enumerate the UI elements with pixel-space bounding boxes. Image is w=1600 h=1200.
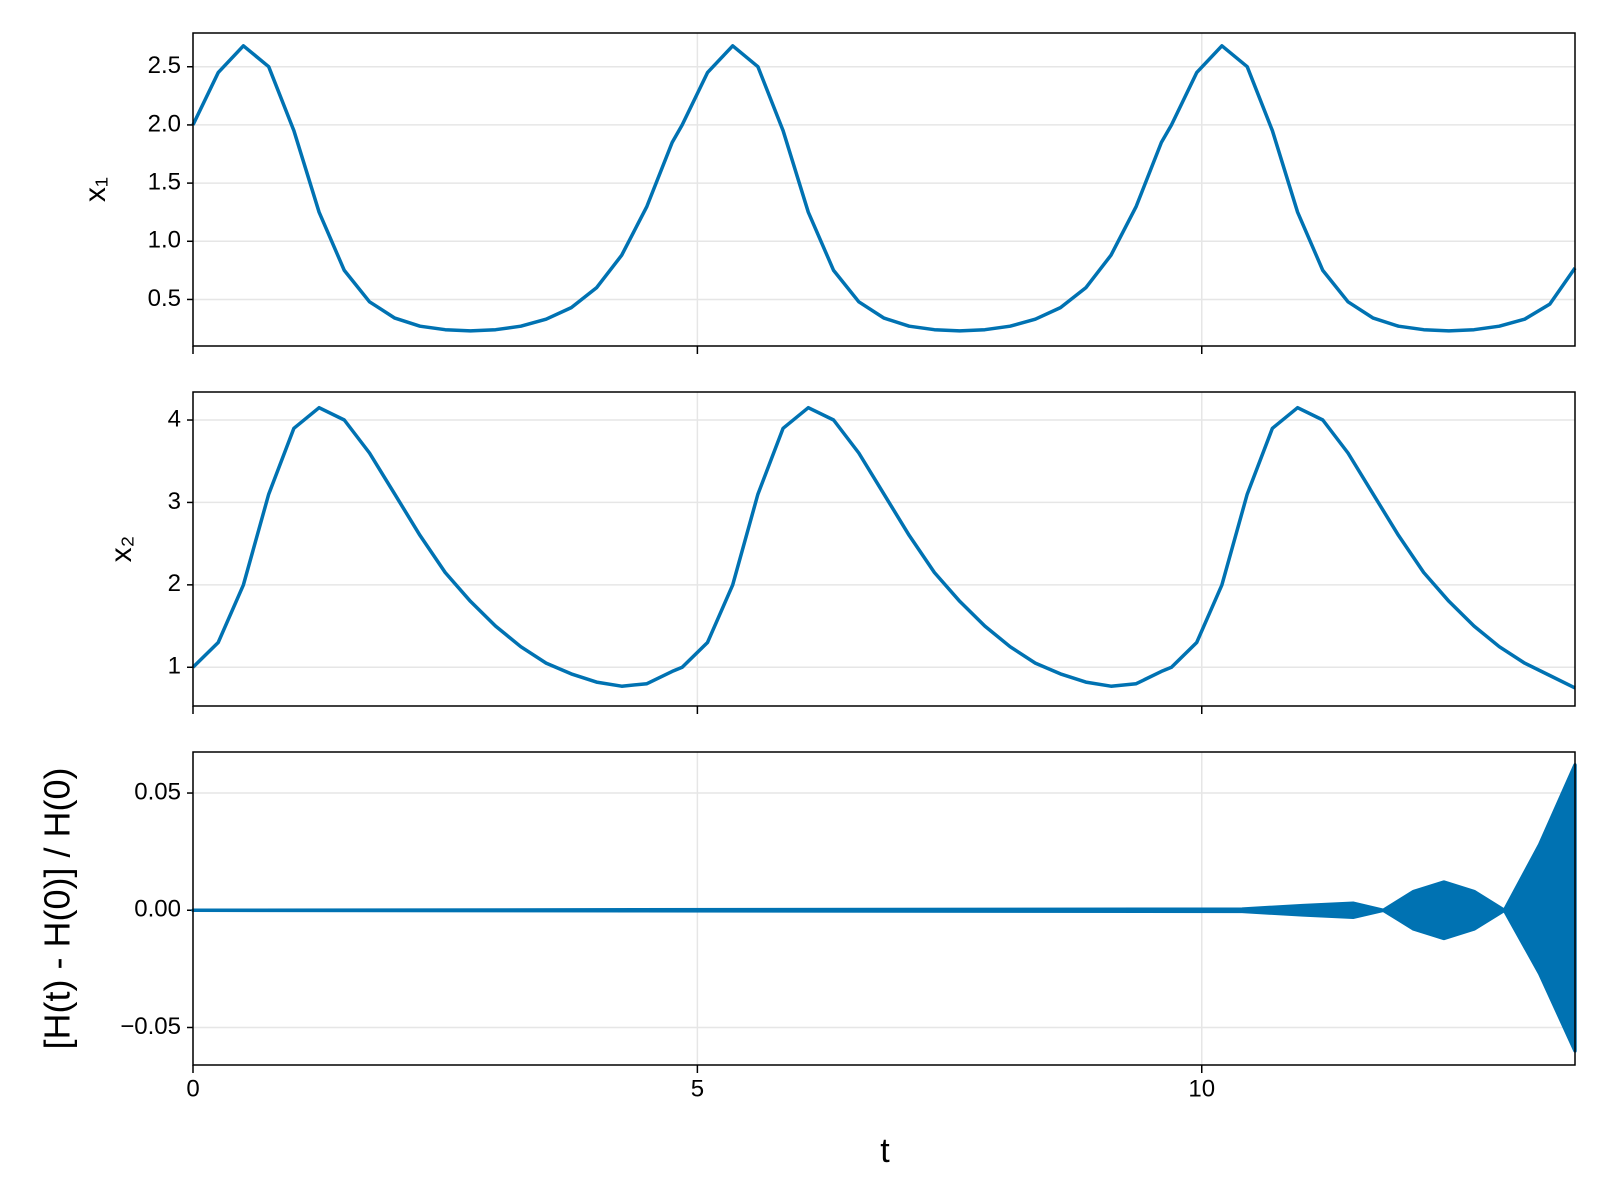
y-tick-label: 2.5	[148, 52, 181, 79]
y-tick-label: 1.0	[148, 227, 181, 254]
y-axis-label: [H(t) - H(0)] / H(0)	[37, 768, 78, 1050]
data-line	[191, 44, 1577, 333]
data-area	[191, 763, 1577, 1053]
y-tick-label: 2	[168, 570, 181, 597]
y-tick-label: 4	[168, 405, 181, 432]
x-tick-label: 10	[1188, 1075, 1215, 1102]
y-tick-label: 0.00	[134, 896, 181, 923]
y-axis-label: x₁	[79, 177, 112, 202]
y-tick-label: 2.0	[148, 110, 181, 137]
x-tick-label: 5	[691, 1075, 704, 1102]
x-axis-label: t	[880, 1132, 890, 1170]
y-tick-label: 0.05	[134, 778, 181, 805]
plot-frame	[192, 391, 1576, 707]
y-tick-label: 1	[168, 653, 181, 680]
y-axis-label: x₂	[105, 536, 138, 563]
x-tick-label: 0	[186, 1075, 199, 1102]
y-tick-label: −0.05	[120, 1013, 181, 1040]
data-line	[191, 405, 1576, 690]
y-tick-label: 3	[168, 488, 181, 515]
y-tick-label: 1.5	[148, 168, 181, 195]
plot-frame	[192, 32, 1576, 347]
plot-frame	[192, 751, 1576, 1066]
y-tick-label: 0.5	[148, 285, 181, 312]
